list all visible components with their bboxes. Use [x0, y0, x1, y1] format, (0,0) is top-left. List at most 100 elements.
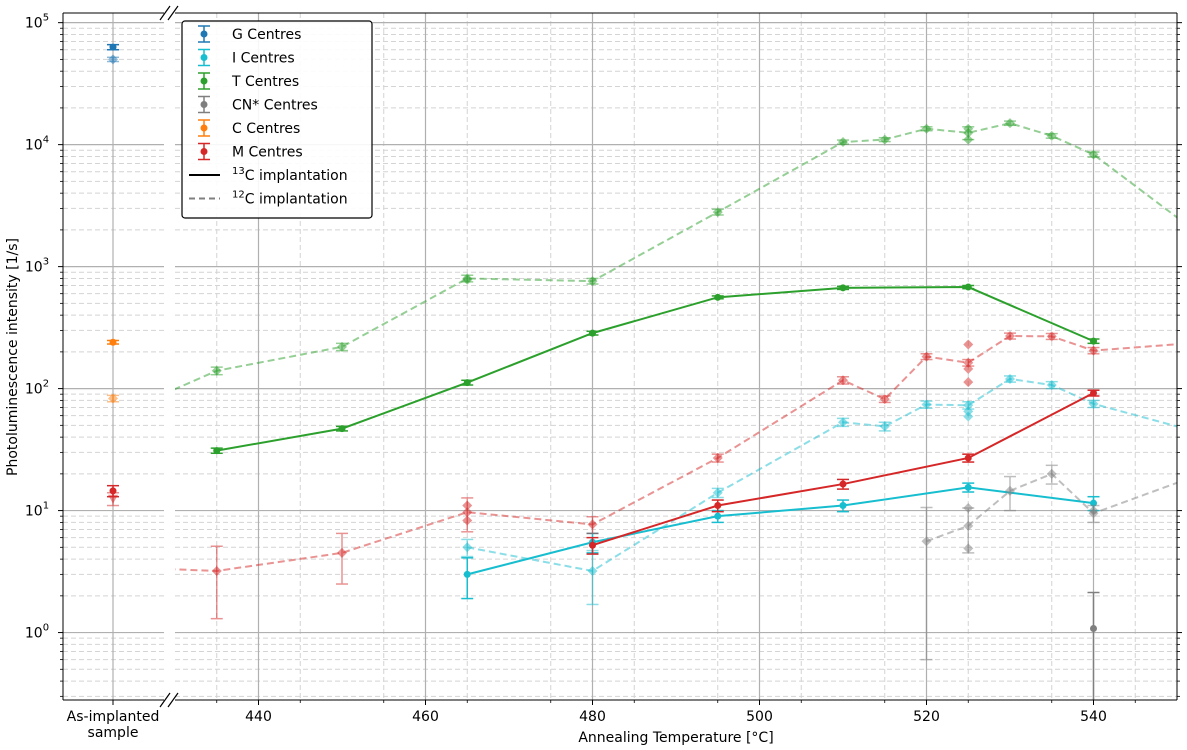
series-line	[467, 486, 1094, 576]
legend-label: 12C implantation	[232, 190, 348, 208]
legend-label: T Centres	[231, 74, 299, 90]
legend-entry: CN* Centres	[198, 95, 318, 114]
data-point	[714, 502, 722, 510]
extra-data-point	[963, 377, 974, 388]
data-point	[211, 365, 222, 376]
series-t-centres-12C	[175, 118, 1177, 391]
legend-label: M Centres	[232, 145, 303, 161]
legend-entry: 13C implantation	[189, 166, 348, 184]
data-point	[1005, 330, 1015, 341]
tick-labels: 100 101 102 103 104 105 440 460 480 500 520 540 As-i…	[25, 13, 1107, 741]
data-point	[1090, 624, 1097, 632]
legend-box	[181, 20, 373, 219]
data-point	[712, 487, 723, 498]
data-point	[1088, 345, 1099, 356]
axes	[58, 5, 1182, 708]
data-point	[463, 379, 471, 387]
legend-entry: C Centres	[198, 119, 300, 137]
data-point	[1090, 337, 1097, 345]
series-line	[926, 472, 1177, 543]
extra-data-point	[963, 502, 974, 513]
data-point	[712, 207, 723, 218]
data-point	[921, 123, 932, 134]
y-tick-label: 103	[25, 257, 49, 276]
y-tick-label: 105	[25, 13, 49, 32]
data-point	[964, 483, 972, 491]
series-i-centres-13C	[461, 482, 1100, 600]
data-point	[921, 399, 932, 410]
extra-data-point	[963, 411, 974, 422]
legend-marker	[200, 54, 208, 61]
data-point	[839, 284, 847, 292]
axis-break-mark	[167, 692, 179, 708]
data-point	[1090, 389, 1097, 397]
extra-data-point	[963, 406, 974, 417]
data-point	[109, 338, 117, 346]
legend-label: CN* Centres	[232, 98, 318, 114]
data-point	[211, 565, 222, 576]
data-point	[964, 283, 972, 291]
extra-data-point	[963, 363, 974, 374]
data-point	[1088, 149, 1099, 160]
extra-data-point	[1088, 505, 1099, 516]
data-point	[462, 507, 473, 518]
legend-marker	[200, 101, 208, 108]
errorbar	[1087, 591, 1100, 700]
legend: G Centres I Centres T Centres CN* Centres C …	[181, 20, 373, 219]
y-axis-label: Photoluminescence intensity [1/s]	[5, 238, 21, 476]
data-point	[714, 512, 722, 520]
data-point	[108, 54, 118, 65]
series-cn-centres-12C	[920, 464, 1177, 661]
data-point	[839, 480, 847, 488]
series-m-centres-13C	[586, 389, 1100, 555]
x-tick-label: 520	[913, 709, 940, 725]
data-point	[921, 536, 932, 547]
y-tick-label: 100	[25, 623, 49, 642]
data-point	[587, 519, 598, 530]
series-line	[216, 286, 1094, 452]
legend-entry: 12C implantation	[189, 190, 348, 208]
data-point	[337, 341, 347, 352]
legend-label: I Centres	[232, 51, 295, 67]
data-point	[963, 400, 974, 411]
data-point	[879, 394, 890, 405]
x-category-label: sample	[88, 725, 139, 741]
data-point	[712, 452, 723, 463]
data-point	[838, 375, 848, 386]
errorbar	[336, 532, 348, 585]
data-point	[1046, 331, 1057, 342]
data-point	[1005, 373, 1015, 384]
as-implanted-markers	[107, 43, 119, 507]
series-t-centres-13C	[210, 283, 1100, 455]
legend-entry: I Centres	[198, 48, 295, 67]
data-point	[587, 276, 598, 287]
y-tick-label: 101	[25, 501, 49, 520]
axis-break-mark	[167, 5, 179, 21]
x-tick-label: 460	[412, 709, 439, 725]
data-point	[87, 561, 97, 571]
as-implanted-m-centres	[107, 484, 119, 507]
axis-break-mark	[159, 5, 171, 21]
y-tick-label: 104	[25, 135, 49, 154]
data-point	[1005, 118, 1015, 129]
data-point	[462, 542, 473, 553]
legend-entry: G Centres	[198, 25, 301, 43]
extra-data-point	[963, 123, 974, 134]
data-point	[964, 454, 972, 462]
data-point	[879, 421, 890, 432]
axis-break-mark	[159, 692, 171, 708]
data-point	[587, 565, 598, 576]
data-point	[838, 417, 848, 428]
data-point	[839, 502, 847, 510]
data-point	[963, 357, 974, 368]
extra-data-point	[963, 134, 974, 145]
as-implanted-c-centres	[107, 338, 119, 404]
errorbar	[210, 545, 223, 620]
extra-data-point	[963, 339, 974, 350]
x-tick-label: 480	[579, 709, 606, 725]
y-tick-label: 102	[25, 379, 49, 398]
data-point	[1046, 468, 1057, 479]
data-point	[714, 293, 722, 301]
